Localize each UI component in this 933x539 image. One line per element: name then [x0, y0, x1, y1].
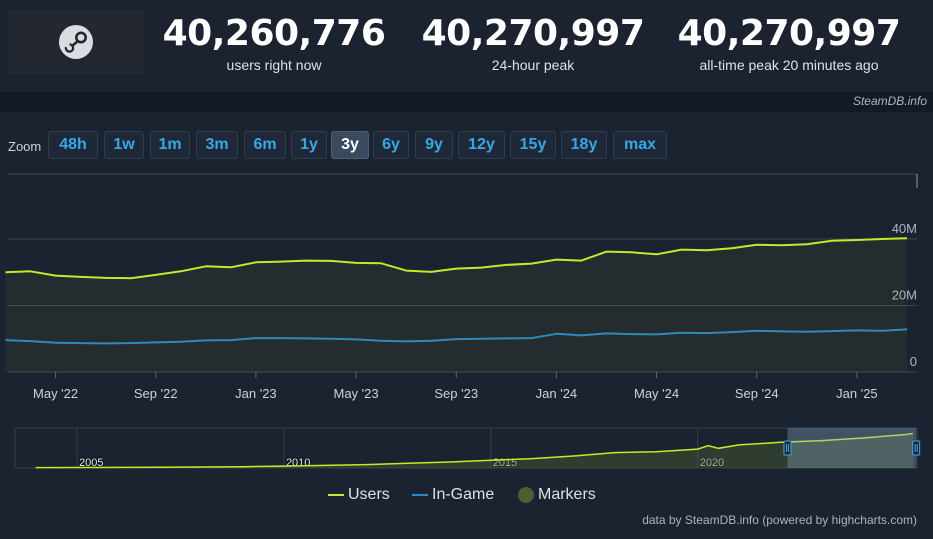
stat-current-value: 40,260,776 — [162, 13, 386, 54]
zoom-button-3m[interactable]: 3m — [196, 131, 238, 159]
zoom-button-1y[interactable]: 1y — [291, 131, 327, 159]
y-tick-label: 20M — [892, 288, 917, 303]
stat-alltime-peak: 40,270,997 all-time peak 20 minutes ago — [672, 12, 906, 74]
navigator-year-label: 2005 — [79, 457, 103, 469]
y-tick-label: 40M — [892, 221, 917, 236]
zoom-button-1m[interactable]: 1m — [150, 131, 190, 159]
zoom-button-3y[interactable]: 3y — [331, 131, 369, 159]
series-line-users — [5, 237, 908, 280]
zoom-button-6m[interactable]: 6m — [244, 131, 286, 159]
logo-box — [8, 10, 144, 74]
stats-header: 40,260,776 users right now 40,270,997 24… — [0, 0, 933, 92]
y-tick-label: 0 — [910, 354, 917, 369]
x-tick-label: May '22 — [33, 386, 78, 401]
stat-24h-peak-value: 40,270,997 — [421, 13, 645, 54]
legend-label-users: Users — [348, 486, 390, 503]
stat-current-label: users right now — [226, 57, 322, 73]
stat-24h-peak: 40,270,997 24-hour peak — [416, 12, 650, 74]
zoom-button-12y[interactable]: 12y — [458, 131, 505, 159]
legend-label-markers: Markers — [538, 486, 596, 503]
chart-legend: Users In-Game Markers — [0, 486, 933, 508]
legend-line-in-game-icon — [412, 494, 428, 496]
legend-item-markers[interactable]: Markers — [516, 486, 596, 504]
navigator-selected-range — [787, 428, 917, 468]
x-tick-label: Sep '24 — [735, 386, 779, 401]
handle-body — [783, 440, 792, 456]
zoom-button-max[interactable]: max — [613, 131, 667, 159]
series-line-in-game — [5, 328, 908, 345]
x-tick-label: Jan '24 — [536, 386, 578, 401]
navigator-year-label: 2020 — [700, 457, 724, 469]
series-area-users — [5, 238, 907, 372]
x-tick-label: Sep '23 — [434, 386, 478, 401]
legend-item-users[interactable]: Users — [326, 486, 390, 504]
zoom-label: Zoom — [8, 139, 42, 154]
chart-credit[interactable]: data by SteamDB.info (powered by highcha… — [642, 513, 917, 527]
zoom-button-1w[interactable]: 1w — [104, 131, 144, 159]
navigator-right-handle[interactable] — [912, 440, 921, 456]
x-tick-label: May '24 — [634, 386, 679, 401]
x-tick-label: Jan '23 — [235, 386, 277, 401]
navigator[interactable]: 2005 2010 2015 2020 — [0, 425, 933, 475]
navigator-area — [35, 433, 913, 468]
stat-current: 40,260,776 users right now — [158, 12, 390, 74]
zoom-button-6y[interactable]: 6y — [373, 131, 409, 159]
x-tick-label: Sep '22 — [134, 386, 178, 401]
stat-alltime-peak-label: all-time peak 20 minutes ago — [699, 57, 879, 73]
stat-24h-peak-label: 24-hour peak — [491, 57, 575, 73]
legend-item-in-game[interactable]: In-Game — [410, 486, 494, 504]
legend-label-in-game: In-Game — [432, 486, 495, 503]
navigator-line — [35, 432, 913, 469]
x-tick-label: May '23 — [334, 386, 379, 401]
steam-logo-icon — [59, 25, 93, 59]
zoom-button-9y[interactable]: 9y — [415, 131, 453, 159]
handle-body — [912, 440, 921, 456]
watermark-text: SteamDB.info — [852, 94, 927, 108]
zoom-button-18y[interactable]: 18y — [561, 131, 607, 159]
legend-line-users-icon — [328, 494, 344, 496]
navigator-left-handle[interactable] — [783, 440, 792, 456]
zoom-button-15y[interactable]: 15y — [510, 131, 556, 159]
x-tick-label: Jan '25 — [836, 386, 878, 401]
stat-alltime-peak-value: 40,270,997 — [677, 13, 901, 54]
zoom-button-48h[interactable]: 48h — [48, 131, 98, 159]
watermark-band: SteamDB.info — [0, 92, 933, 112]
legend-circle-markers-icon — [518, 487, 534, 503]
